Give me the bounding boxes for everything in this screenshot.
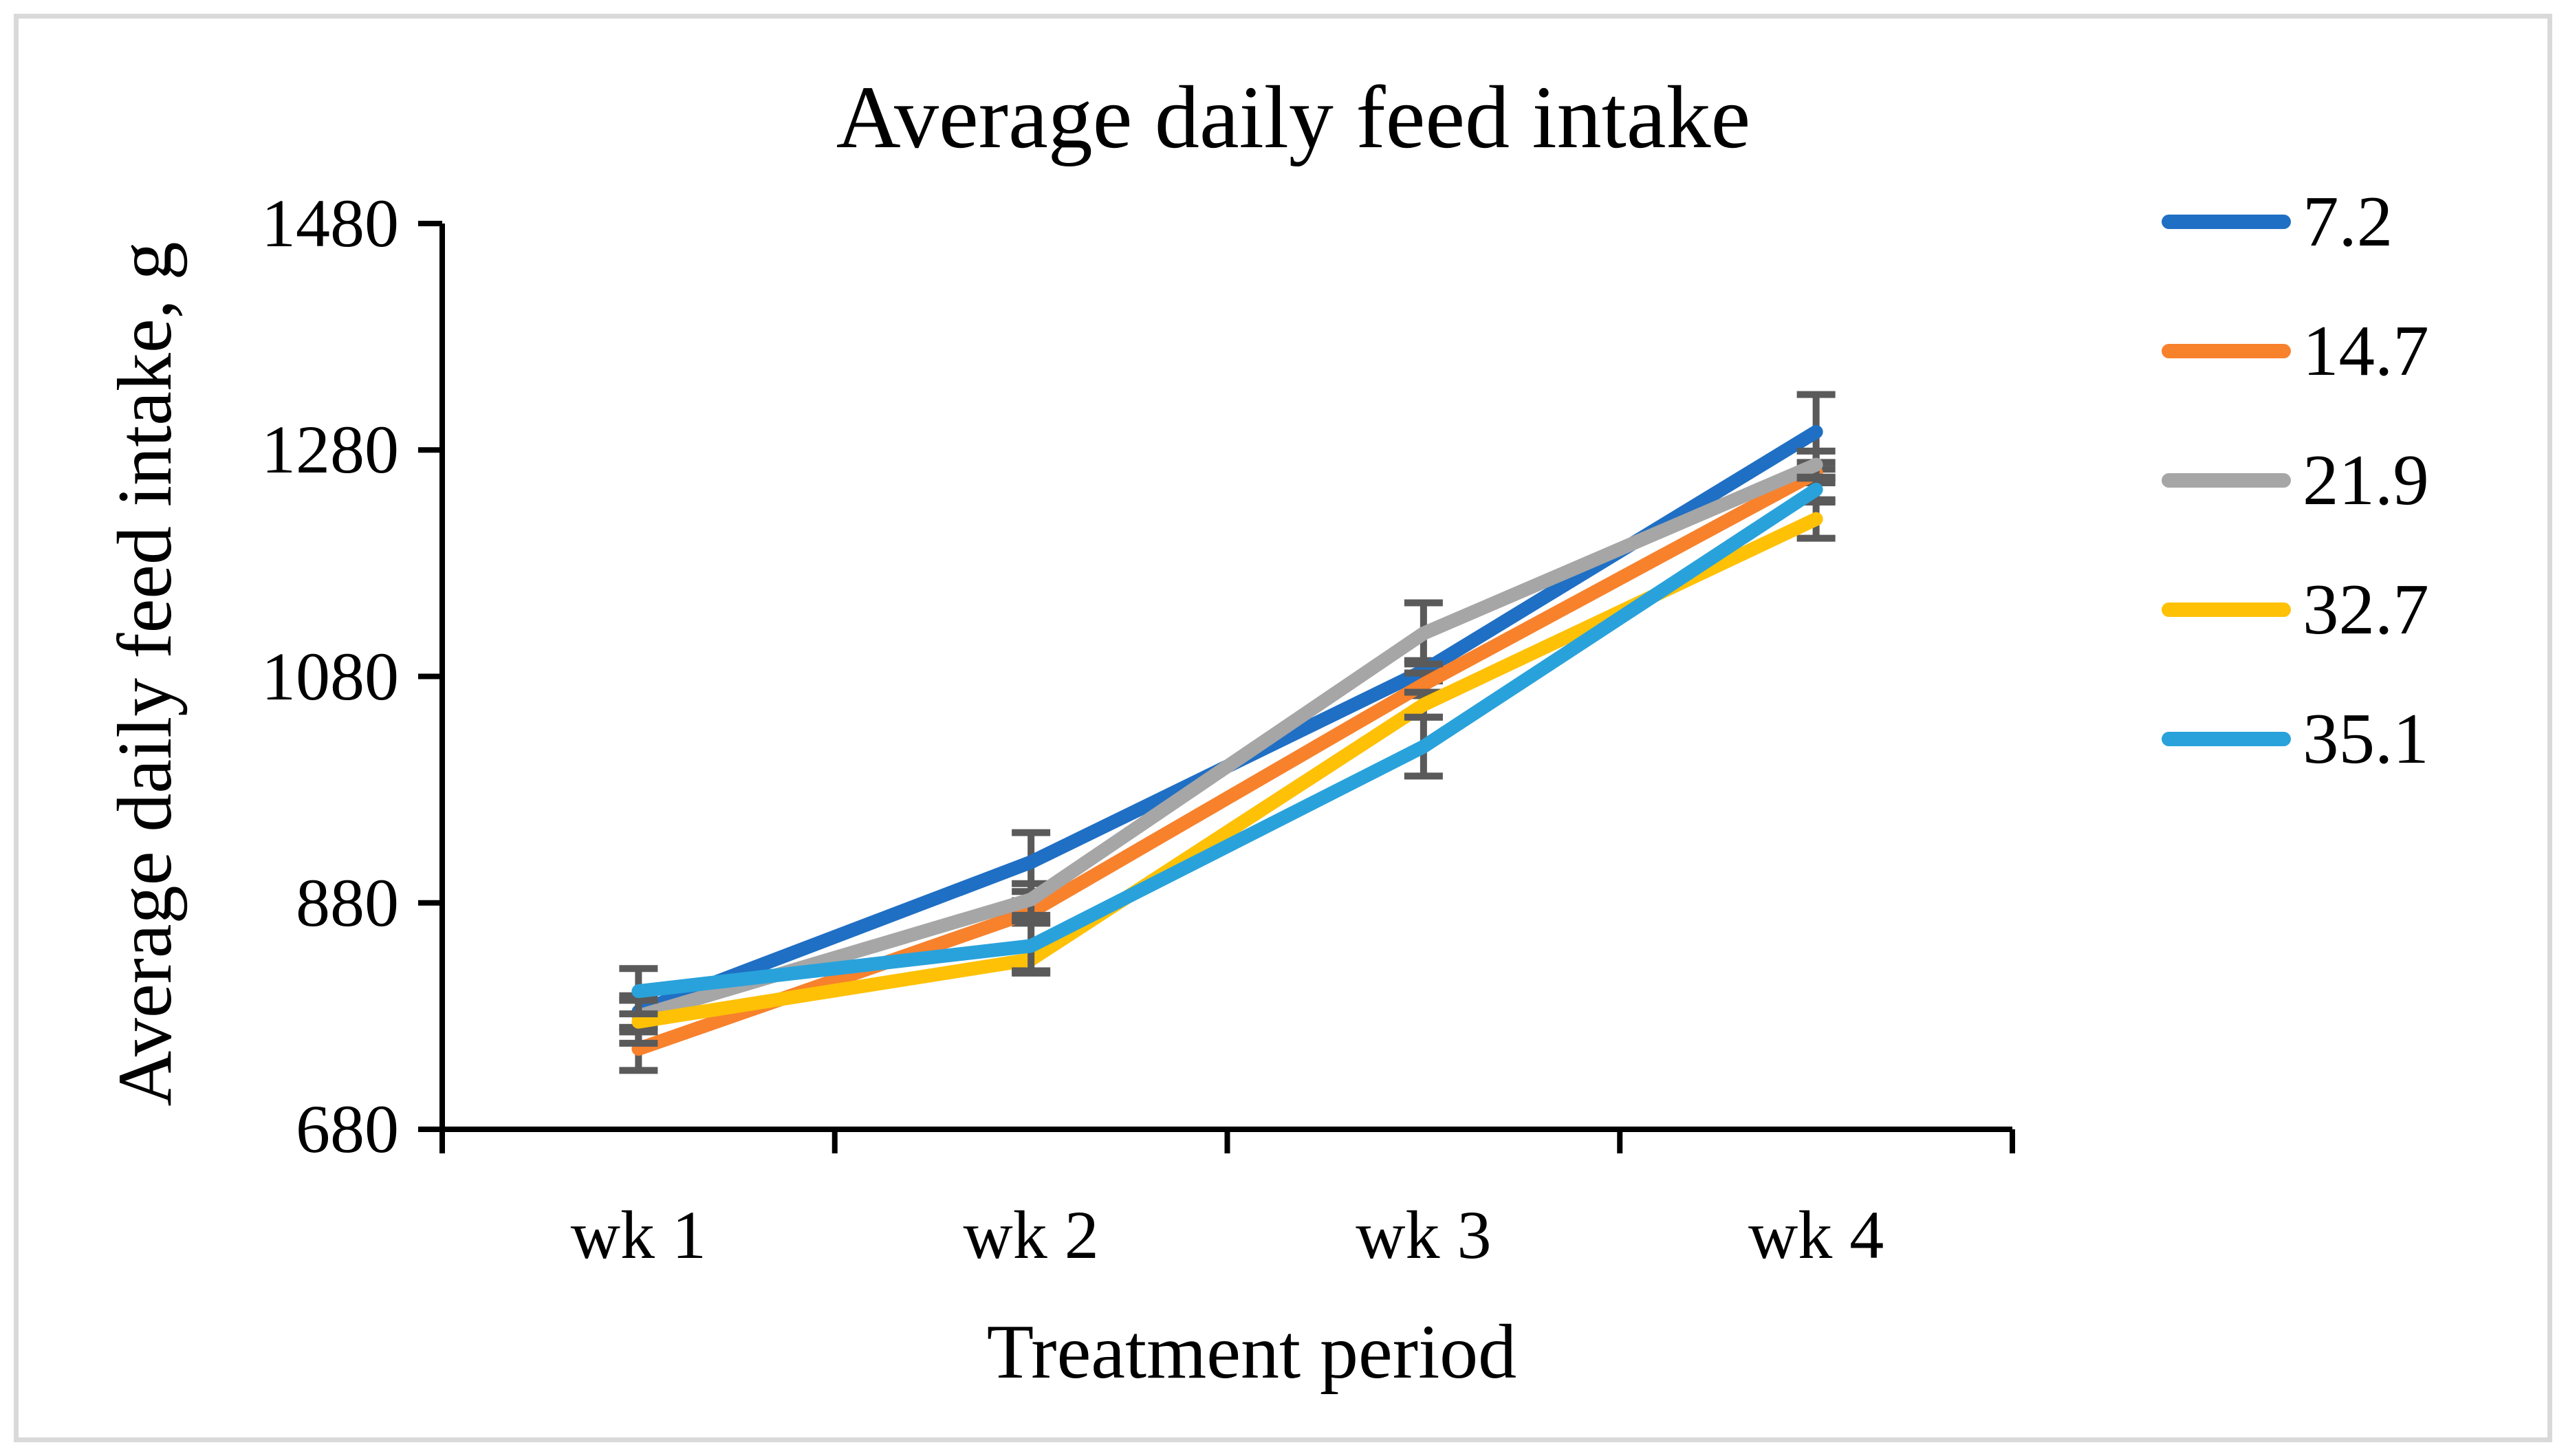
legend-label-14.7: 14.7 [2303,310,2429,391]
series-line-35.1 [631,482,1823,999]
x-axis-title: Treatment period [986,1310,1517,1395]
chart-title: Average daily feed intake [836,68,1751,167]
y-tick-label: 880 [296,864,399,941]
legend-swatch-7.2 [2162,214,2291,229]
series-line-7.2 [631,424,1823,1019]
series-line-21.9 [631,457,1823,1023]
y-axis-title: Average daily feed intake, g [102,241,188,1107]
x-category-label: wk 2 [963,1197,1099,1273]
y-tick-label: 1080 [261,638,399,715]
x-category-label: wk 3 [1356,1197,1492,1273]
legend-label-7.2: 7.2 [2303,181,2393,261]
legend-swatch-32.7 [2162,602,2291,617]
chart-frame-border [14,14,2552,1442]
legend-swatch-35.1 [2162,731,2291,746]
legend-swatch-21.9 [2162,472,2291,488]
legend-label-21.9: 21.9 [2303,439,2429,520]
y-tick-label: 680 [296,1091,399,1167]
x-category-label: wk 4 [1748,1197,1884,1273]
legend-label-35.1: 35.1 [2303,698,2429,779]
y-tick-label: 1480 [261,185,399,261]
y-tick-label: 1280 [261,411,399,488]
series-line-14.7 [631,466,1823,1056]
legend-swatch-14.7 [2162,343,2291,358]
x-category-label: wk 1 [570,1197,706,1273]
legend-label-32.7: 32.7 [2303,569,2429,649]
